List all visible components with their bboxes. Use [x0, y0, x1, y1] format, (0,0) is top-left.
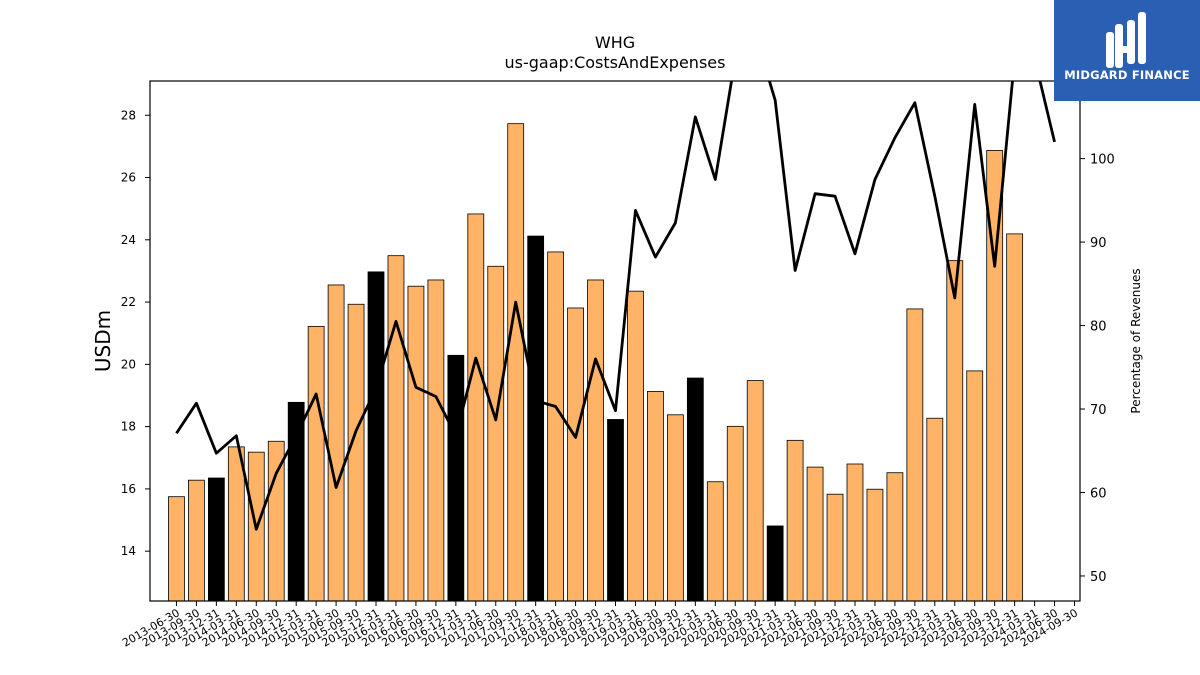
logo-mark-icon: [1054, 0, 1200, 101]
y2-tick-label: 80: [1090, 320, 1107, 335]
bar-2019-12-31: [686, 377, 704, 602]
bar-2022-03-31: [866, 488, 884, 602]
bar-2020-12-31: [766, 525, 784, 602]
bar-2016-03-31: [387, 255, 405, 602]
y-axis-label: USDm: [91, 310, 115, 372]
bar-2018-06-30: [567, 307, 584, 602]
bar-2016-09-30: [427, 279, 445, 602]
bar-2015-06-30: [327, 284, 345, 602]
bar-2019-03-31: [627, 290, 644, 602]
y-tick-label: 28: [121, 108, 136, 122]
chart-title: WHG: [595, 33, 635, 52]
logo-text: MIDGARD FINANCE: [1064, 68, 1190, 82]
y-tick-label: 16: [121, 482, 136, 496]
bar-2021-03-31: [786, 439, 804, 602]
bar-2020-09-30: [746, 380, 764, 602]
line-group: [175, 81, 1056, 531]
bar-2017-03-31: [467, 213, 485, 602]
bar-2022-09-30: [906, 308, 924, 602]
bar-2014-03-31: [227, 446, 245, 602]
bar-2020-06-30: [726, 425, 744, 602]
x-axis: 2013-06-302013-09-302013-12-312014-03-31…: [120, 601, 1080, 650]
y-tick-label: 24: [121, 233, 136, 247]
y2-tick-label: 50: [1090, 570, 1107, 585]
y2-tick-label: 60: [1090, 486, 1107, 501]
bar-2015-12-31: [367, 271, 385, 602]
bars-group: [168, 123, 1024, 602]
bar-2020-03-31: [706, 481, 724, 602]
bar-2015-03-31: [307, 325, 325, 602]
y2-axis: 50 60 70 80 90 100: [1080, 153, 1115, 585]
bar-2022-06-30: [886, 472, 904, 602]
bar-2013-06-30: [168, 496, 185, 602]
y2-tick-label: 70: [1090, 403, 1107, 418]
bar-2021-12-31: [846, 463, 864, 602]
bar-2019-06-30: [647, 391, 664, 602]
bar-2022-12-31: [926, 417, 944, 602]
bar-2017-06-30: [487, 265, 505, 602]
y-axis: 14 16 18 20 22 24 26 28: [121, 108, 150, 558]
bar-2018-09-30: [587, 279, 604, 602]
bar-2023-03-31: [946, 260, 964, 602]
percentage-line: [175, 81, 1056, 531]
bar-2016-12-31: [447, 354, 465, 602]
y-tick-label: 26: [121, 171, 136, 185]
bar-2023-12-31: [1006, 233, 1024, 602]
bar-2018-12-31: [607, 419, 624, 602]
bar-2017-09-30: [507, 123, 525, 602]
y2-axis-label: Percentage of Revenues: [1129, 268, 1143, 413]
bar-2013-12-31: [207, 477, 225, 602]
bar-2021-09-30: [826, 493, 844, 602]
chart-subtitle: us-gaap:CostsAndExpenses: [505, 53, 726, 72]
y2-tick-label: 90: [1090, 236, 1107, 251]
bar-2013-09-30: [188, 479, 205, 602]
y-tick-label: 20: [121, 357, 136, 371]
y-tick-label: 22: [121, 295, 136, 309]
bar-2019-09-30: [666, 414, 684, 602]
bar-2016-06-30: [407, 285, 425, 602]
y-tick-label: 18: [121, 420, 136, 434]
y-tick-label: 14: [121, 544, 136, 558]
y2-tick-label: 100: [1090, 153, 1115, 168]
bar-2023-06-30: [966, 370, 984, 602]
bar-2015-09-30: [347, 303, 365, 602]
bar-2014-12-31: [287, 401, 305, 602]
midgard-finance-logo: MIDGARD FINANCE: [1054, 0, 1200, 101]
bar-2018-03-31: [547, 251, 565, 602]
bar-2021-06-30: [806, 466, 824, 602]
bar-2017-12-31: [527, 235, 545, 602]
